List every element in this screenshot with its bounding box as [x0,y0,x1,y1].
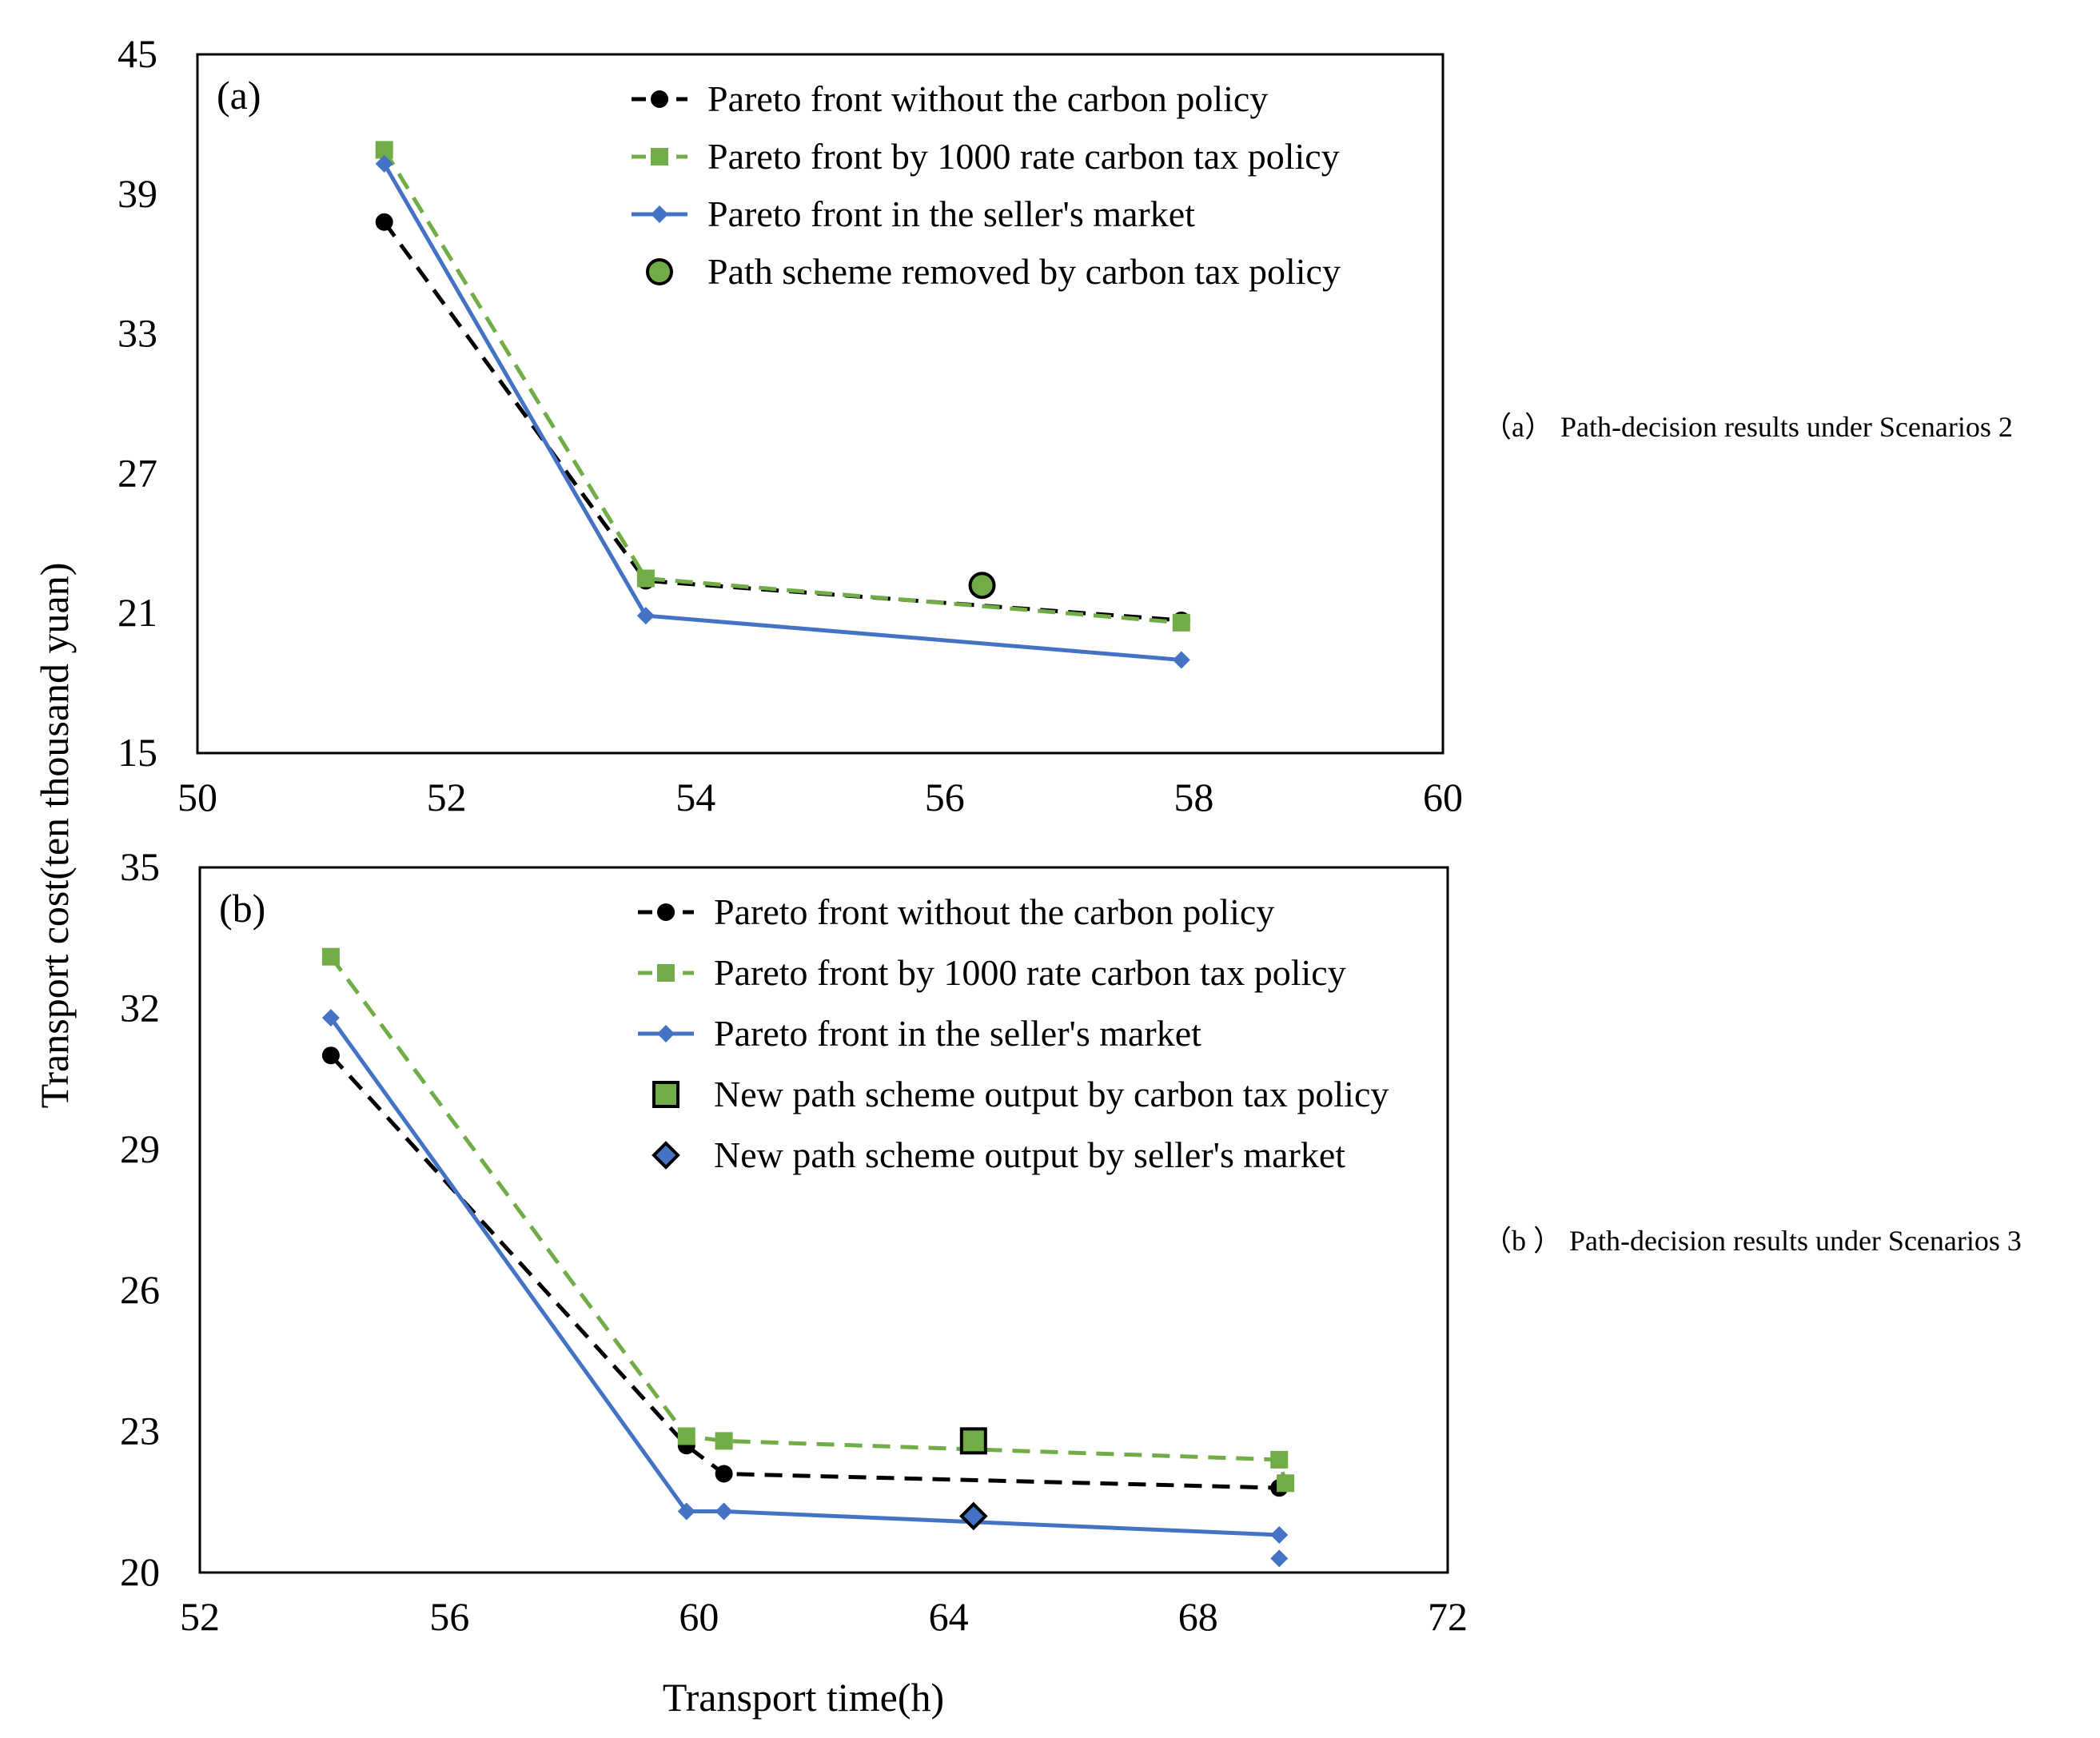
data-point [1270,1525,1289,1544]
y-tick-label: 26 [120,1267,160,1312]
legend-marker [652,1081,679,1108]
data-point [375,213,393,231]
legend-marker [651,148,668,165]
legend-marker [646,258,673,285]
y-tick-label: 32 [120,985,160,1030]
y-tick-label: 23 [120,1409,160,1453]
legend-label: Pareto front without the carbon policy [707,78,1268,119]
x-tick-label: 56 [429,1594,469,1639]
x-tick-label: 54 [675,775,715,819]
x-axis-label: Transport time(h) [663,1675,944,1720]
legend-label: New path scheme output by seller's marke… [714,1134,1345,1175]
data-point [375,141,393,159]
legend-marker [652,1141,680,1170]
caption-scenario-3: （b ） Path-decision results under Scenari… [1483,1225,2022,1257]
x-tick-label: 72 [1428,1594,1468,1639]
data-point [1277,1474,1295,1493]
chart-panel-b: 52 56 60 64 68 72 20 23 26 29 32 35 (b) Pareto front … [120,844,1468,1639]
legend-marker [657,1025,675,1042]
series-line-0 [382,221,1182,623]
highlight-point [968,572,996,600]
chart-panel-a: 50 52 54 56 58 60 15 21 27 33 39 45 (a) Pareto front … [118,31,1463,819]
data-point [677,1502,695,1521]
data-point [321,947,340,966]
highlight-point [959,1427,987,1455]
plot-frame [196,53,1444,755]
y-tick-label: 15 [118,730,157,775]
legend-marker [657,964,675,982]
legend-label: New path scheme output by carbon tax pol… [714,1074,1389,1114]
y-tick-label: 33 [118,311,157,356]
data-point [321,1009,340,1027]
data-point [375,154,393,173]
x-tick-label: 60 [679,1594,719,1639]
y-axis-label: Transport cost(ten thousand yuan) [32,563,77,1109]
x-tick-label: 52 [180,1594,220,1639]
series-line-2 [382,162,1182,662]
panel-label: (a) [217,73,261,118]
x-tick-label: 58 [1174,775,1213,819]
data-point [1172,651,1190,669]
data-point [715,1502,733,1521]
data-point [1270,1450,1289,1469]
caption-scenario-2: （a） Path-decision results under Scenario… [1483,411,2013,443]
data-point [1172,613,1190,632]
y-tick-label: 45 [118,31,157,76]
x-tick-label: 60 [1423,775,1463,819]
legend-label: Pareto front in the seller's market [707,193,1195,234]
x-tick-label: 52 [427,775,467,819]
x-tick-label: 68 [1178,1594,1218,1639]
series-line-0 [329,1054,1280,1490]
legend-label: Pareto front by 1000 rate carbon tax pol… [714,952,1346,993]
y-tick-label: 20 [120,1549,160,1594]
y-tick-label: 39 [118,171,157,216]
x-tick-label: 56 [925,775,965,819]
data-point [636,607,655,625]
legend-marker [651,205,668,223]
data-point [677,1427,695,1445]
legend-label: Pareto front in the seller's market [714,1013,1201,1054]
legend-label: Pareto front by 1000 rate carbon tax pol… [707,136,1340,177]
legend-marker [657,903,675,921]
legend-marker [651,90,668,108]
legend-label: Path scheme removed by carbon tax policy [707,251,1341,292]
series-line-1 [329,955,1288,1484]
data-point [1270,1549,1289,1568]
data-point [321,1046,340,1065]
series-line-2 [329,1016,1280,1537]
y-tick-label: 35 [120,844,160,889]
y-tick-label: 29 [120,1126,160,1171]
x-tick-label: 64 [929,1594,969,1639]
data-point [715,1465,733,1483]
y-tick-label: 27 [118,450,157,495]
plot-frame [198,866,1449,1574]
data-point [715,1432,733,1450]
highlight-point [958,1501,988,1531]
data-point [636,569,655,588]
y-tick-label: 21 [118,590,157,635]
legend-label: Pareto front without the carbon policy [714,891,1274,932]
panel-label: (b) [219,886,265,931]
x-tick-label: 50 [177,775,217,819]
